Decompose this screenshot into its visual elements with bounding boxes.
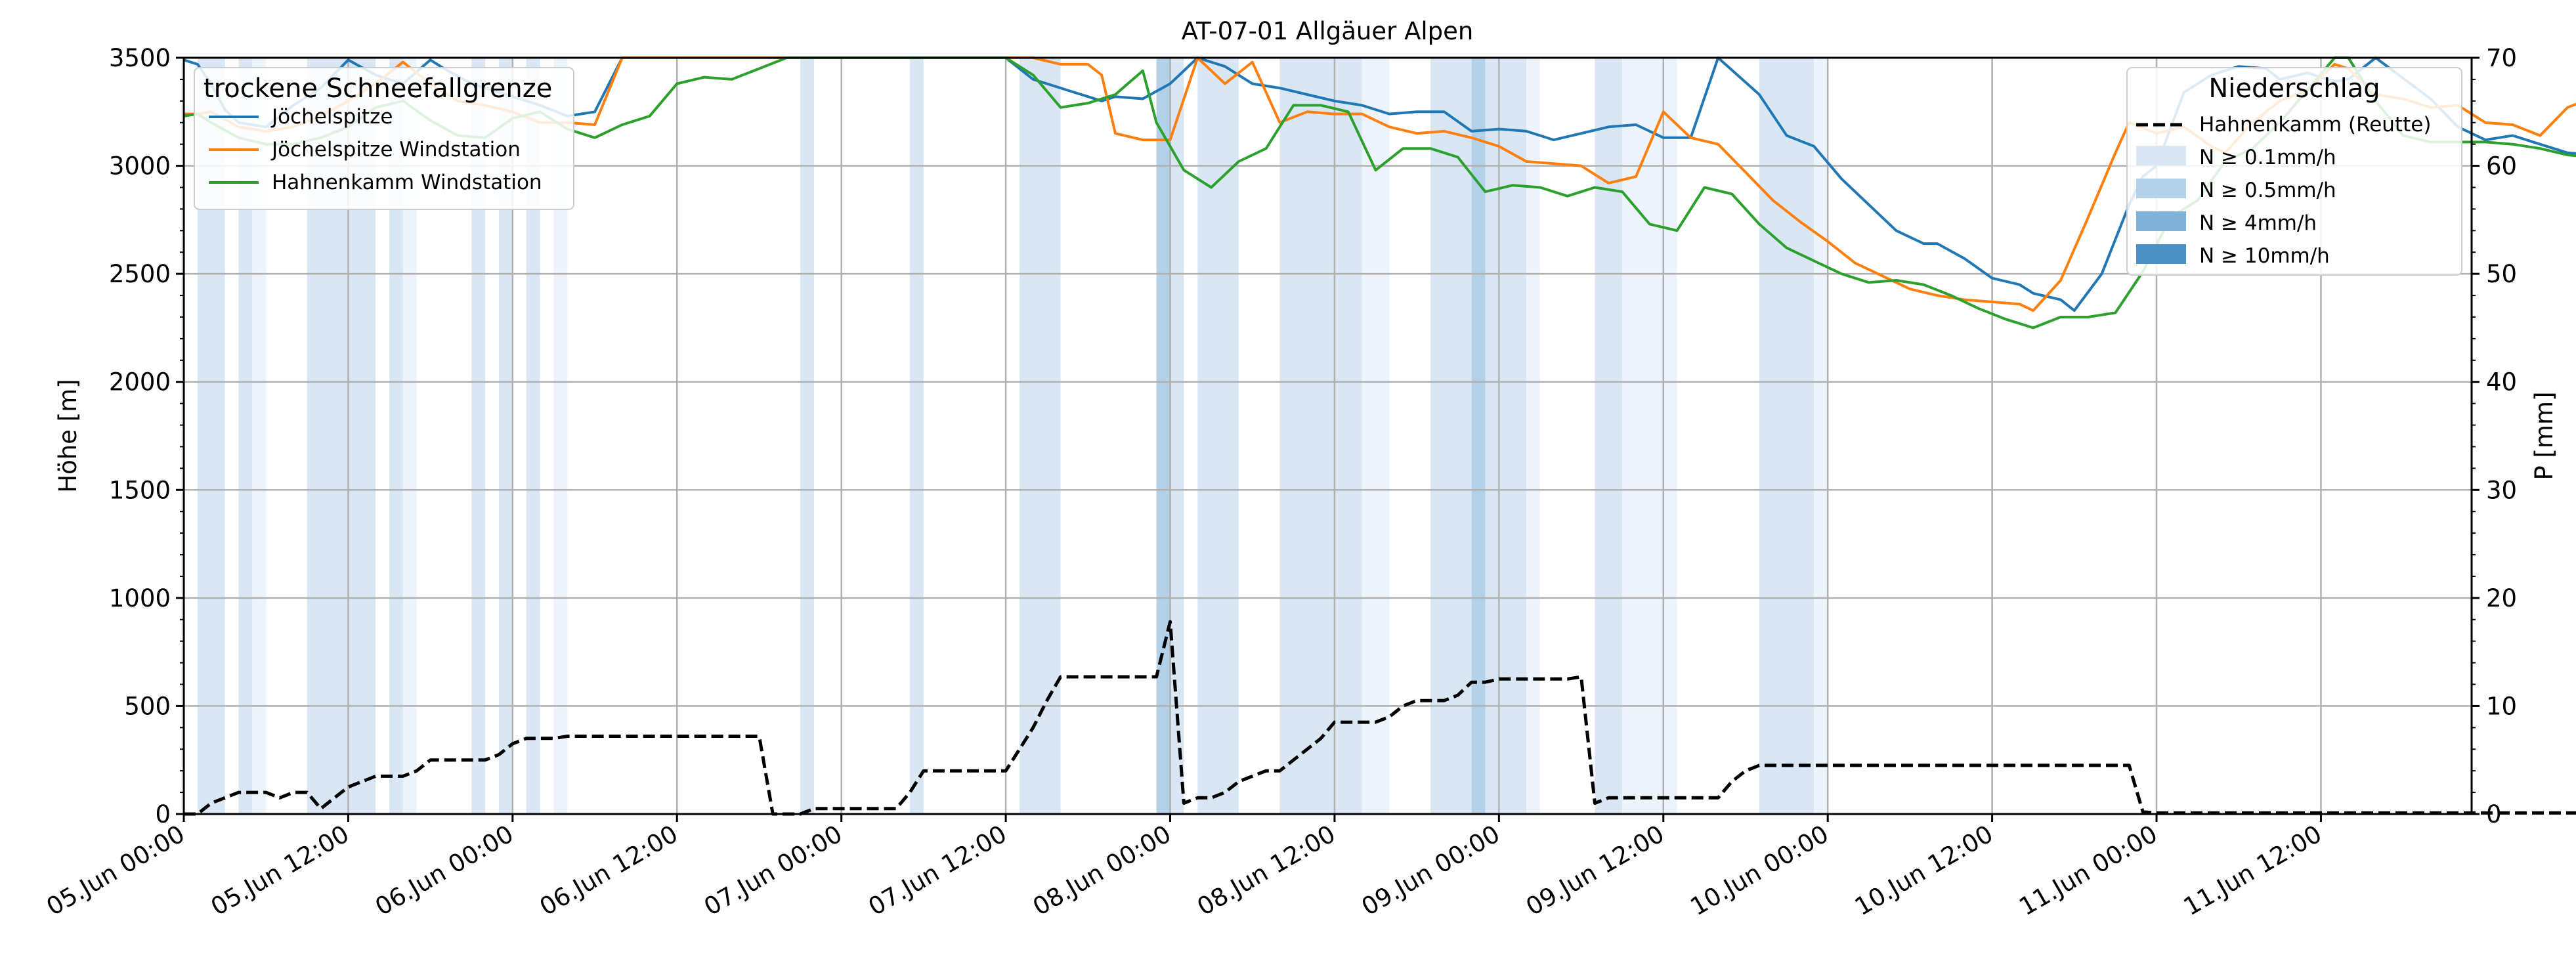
precip-band <box>1279 58 1362 814</box>
legend-frame <box>2126 67 2462 276</box>
y-tick-label-left: 0 <box>155 800 171 828</box>
y-axis-label-left: Höhe [m] <box>54 379 82 492</box>
precip-band <box>910 58 924 814</box>
y-tick-label-right: 20 <box>2486 584 2517 612</box>
legend-entry: N ≥ 0.1mm/h <box>2199 146 2336 169</box>
series-line-hahnenkamm-windstation <box>183 56 2576 330</box>
precip-band <box>553 58 568 814</box>
y-tick-label-left: 3000 <box>109 152 171 181</box>
legend-title: trockene Schneefallgrenze <box>204 74 552 104</box>
x-tick-label: 05.Jun 00:00 <box>41 820 189 922</box>
y-tick-label-right: 70 <box>2486 44 2517 72</box>
precip-band <box>238 58 253 814</box>
legend-entry: N ≥ 4mm/h <box>2199 211 2317 235</box>
y-tick-label-left: 3500 <box>109 44 171 72</box>
precip-band <box>252 58 267 814</box>
legend-title: Niederschlag <box>2208 74 2380 104</box>
y-tick-label-left: 1000 <box>109 584 171 612</box>
legend-entry: Hahnenkamm Windstation <box>272 171 542 194</box>
precip-band <box>498 58 513 814</box>
y-tick-label-left: 500 <box>124 692 171 720</box>
legend-entry: Jöchelspitze Windstation <box>270 138 521 161</box>
precipitation-bands <box>197 58 1828 814</box>
chart-title: AT-07-01 Allgäuer Alpen <box>1182 17 1474 45</box>
x-tick-label: 09.Jun 12:00 <box>1521 820 1669 922</box>
x-tick-label: 10.Jun 12:00 <box>1850 820 1998 922</box>
x-tick-label: 10.Jun 00:00 <box>1686 820 1834 922</box>
y-tick-label-right: 30 <box>2486 476 2517 504</box>
series-line-hahnenkamm-reutte- <box>184 620 2576 816</box>
precip-band <box>1526 58 1540 814</box>
precip-band <box>1430 58 1472 814</box>
x-tick-label: 11.Jun 00:00 <box>2014 820 2162 922</box>
precip-band <box>1019 58 1061 814</box>
x-tick-label: 05.Jun 12:00 <box>206 820 354 922</box>
precip-band <box>526 58 540 814</box>
legend-frame <box>194 67 574 210</box>
y-tick-label-left: 2000 <box>109 368 171 397</box>
precip-band <box>1197 58 1239 814</box>
legend-entry: N ≥ 10mm/h <box>2199 244 2330 268</box>
x-tick-label: 07.Jun 12:00 <box>864 820 1012 922</box>
precip-band <box>1362 58 1390 814</box>
y-tick-label-left: 1500 <box>109 476 171 504</box>
legend-swatch <box>2136 211 2186 231</box>
x-tick-label: 06.Jun 00:00 <box>370 820 518 922</box>
y-tick-label-right: 40 <box>2486 368 2517 397</box>
legend-swatch <box>2136 146 2186 165</box>
plot-frame <box>182 56 2473 815</box>
legend-precipitation: Niederschlag Hahnenkamm (Reutte) N ≥ 0.1mm… <box>2126 67 2462 276</box>
x-tick-label: 08.Jun 00:00 <box>1028 820 1176 922</box>
precip-band <box>1170 58 1184 814</box>
precip-band <box>389 58 403 814</box>
x-tick-label: 11.Jun 12:00 <box>2179 820 2327 922</box>
y-tick-label-right: 10 <box>2486 692 2517 720</box>
x-tick-label: 07.Jun 00:00 <box>699 820 847 922</box>
y-tick-label-left: 2500 <box>109 260 171 288</box>
x-tick-label: 08.Jun 12:00 <box>1192 820 1340 922</box>
legend-entry: Jöchelspitze <box>270 105 393 129</box>
precip-band <box>1595 58 1623 814</box>
precip-band <box>1759 58 1814 814</box>
legend-swatch <box>2136 179 2186 198</box>
precip-band <box>402 58 417 814</box>
legend-swatch <box>2136 244 2186 264</box>
legend-entry: N ≥ 0.5mm/h <box>2199 179 2336 202</box>
x-tick-label: 06.Jun 12:00 <box>535 820 683 922</box>
precip-band <box>471 58 486 814</box>
precip-band <box>1622 58 1677 814</box>
x-tick-label: 09.Jun 00:00 <box>1357 820 1505 922</box>
precip-band <box>1485 58 1527 814</box>
y-tick-label-right: 0 <box>2486 800 2502 828</box>
y-axis-label-right: P [mm] <box>2530 391 2558 480</box>
legend-entry: Hahnenkamm (Reutte) <box>2199 113 2431 137</box>
precip-band <box>1814 58 1828 814</box>
y-tick-label-right: 60 <box>2486 152 2517 181</box>
precip-band <box>800 58 814 814</box>
precip-band <box>1471 58 1486 814</box>
y-tick-label-right: 50 <box>2486 260 2517 288</box>
precip-band <box>1156 58 1170 814</box>
